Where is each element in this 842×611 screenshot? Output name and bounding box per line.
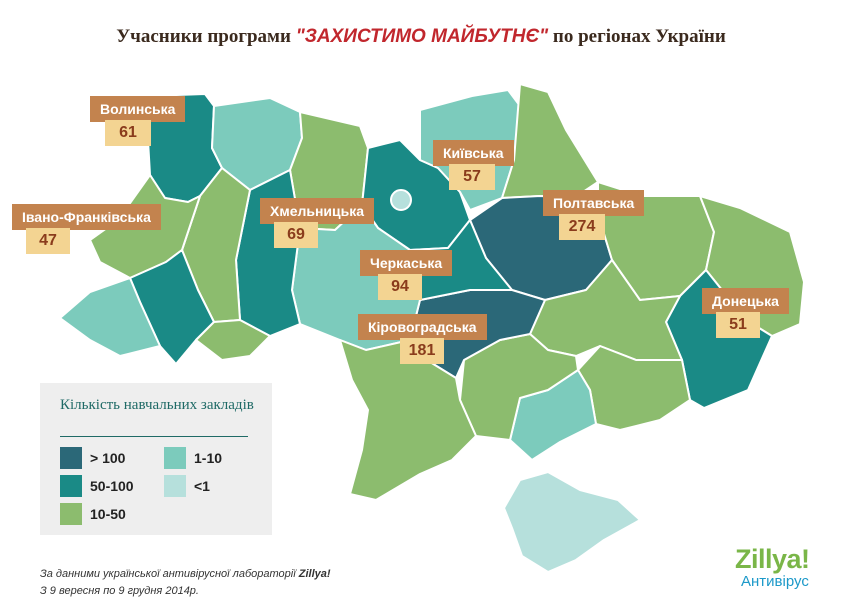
legend-label: 50-100 <box>90 478 134 494</box>
callout-region-value: 69 <box>274 222 318 248</box>
legend-swatch-10-50 <box>60 503 82 525</box>
legend-swatch-50-100 <box>60 475 82 497</box>
legend-swatch-over-100 <box>60 447 82 469</box>
callout-region-name: Київська <box>433 140 514 166</box>
callout-region-name: Хмельницька <box>260 198 375 224</box>
source-brand: Zillya! <box>298 568 331 580</box>
legend-swatch-under-1 <box>164 475 186 497</box>
region-chernivtsi <box>195 319 271 361</box>
logo-subtitle: Антивірус <box>741 573 809 590</box>
title-suffix: по регіонах України <box>548 26 726 47</box>
source-line1: За данними української антивірусної лабо… <box>40 568 299 580</box>
callout-region-value: 61 <box>105 120 151 146</box>
callout-region-value: 51 <box>716 312 760 338</box>
legend-label: <1 <box>194 478 210 494</box>
callout-region-name: Черкаська <box>360 250 453 276</box>
legend-title: Кількість навчальних закладів <box>60 397 254 413</box>
callout-region-value: 181 <box>400 338 444 364</box>
region-zakarpattia <box>59 277 161 357</box>
callout-region-name: Кіровоградська <box>358 314 487 340</box>
region-crimea <box>503 471 641 573</box>
callout-region-name: Донецька <box>702 288 789 314</box>
callout-region-name: Полтавська <box>543 190 645 216</box>
legend-label: 10-50 <box>90 506 126 522</box>
source-date-range: З 9 вересня по 9 грудня 2014р. <box>40 585 199 597</box>
callout-region-value: 57 <box>449 164 495 190</box>
kyiv-city <box>390 189 412 211</box>
title-prefix: Учасники програми <box>116 26 296 47</box>
legend-label: 1-10 <box>194 450 223 466</box>
map-title: Учасники програми "ЗАХИСТИМО МАЙБУТНЄ" п… <box>0 26 842 48</box>
callout-region-name: Волинська <box>90 96 186 122</box>
callout-region-value: 47 <box>26 228 70 254</box>
legend-label: > 100 <box>90 450 126 466</box>
callout-region-name: Івано-Франківська <box>12 204 161 230</box>
zillya-logo: Zillya! Антивірус <box>735 545 835 591</box>
source-note: За данними української антивірусної лабо… <box>40 566 331 600</box>
title-program-name: "ЗАХИСТИМО МАЙБУТНЄ" <box>295 26 549 47</box>
legend-swatch-1-10 <box>164 447 186 469</box>
callout-region-value: 274 <box>559 214 605 240</box>
map-legend: Кількість навчальних закладів > 100 50-1… <box>40 383 272 535</box>
legend-divider <box>60 436 248 437</box>
logo-brand: Zillya! <box>735 544 810 574</box>
callout-region-value: 94 <box>378 274 422 300</box>
